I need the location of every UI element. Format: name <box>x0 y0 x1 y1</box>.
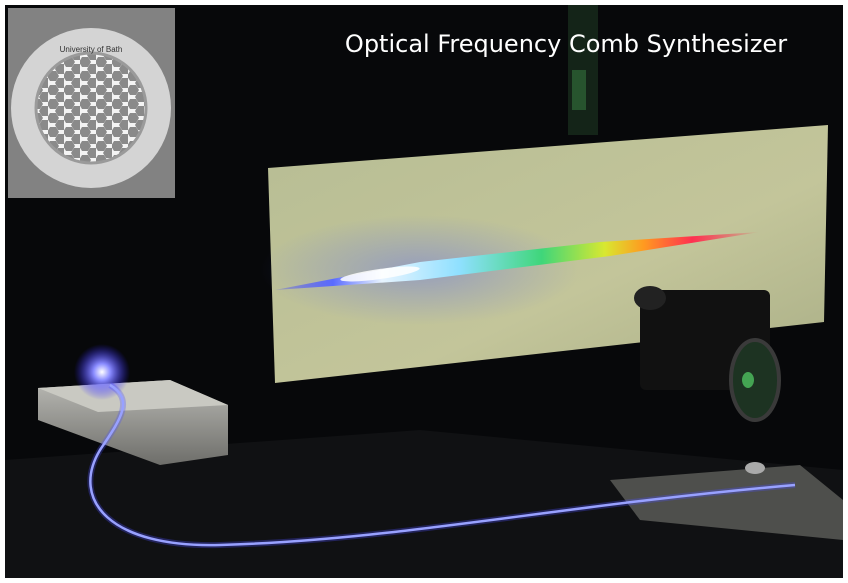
screw <box>745 462 765 474</box>
photo: University of Bath Optical Frequency Com… <box>0 0 848 583</box>
mirror-reflection <box>742 372 754 388</box>
post-highlight <box>572 70 586 110</box>
mirror <box>731 340 779 420</box>
knob <box>634 286 666 310</box>
title: Optical Frequency Comb Synthesizer <box>345 30 787 58</box>
page: University of Bath Optical Frequency Com… <box>0 0 848 583</box>
inset-label: University of Bath <box>60 45 123 54</box>
